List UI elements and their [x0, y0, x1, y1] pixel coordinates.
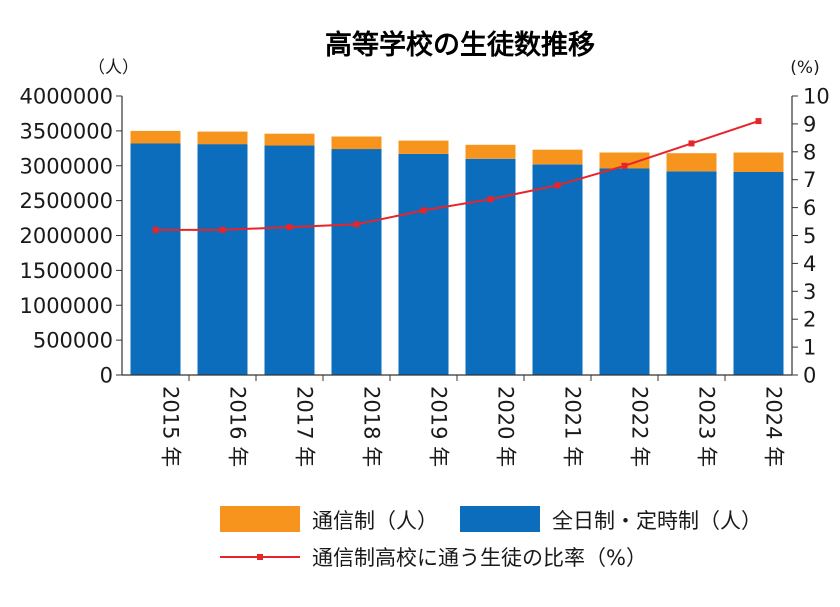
ratio-point-4	[353, 221, 360, 228]
ratio-line	[155, 120, 759, 231]
bar-zennichi-5	[398, 153, 449, 375]
y-right-tick-label: 2	[803, 308, 816, 332]
ratio-point-5	[420, 207, 427, 214]
bar-zennichi-7	[532, 164, 583, 375]
x-tick-label: 2020 年	[494, 386, 518, 467]
x-tick-label: 2018 年	[360, 386, 384, 467]
bar-tsushin-8	[599, 152, 650, 169]
bar-zennichi-4	[331, 149, 382, 375]
y-left-tick-label: 1000000	[19, 294, 113, 318]
ratio-line-group	[152, 118, 762, 233]
y-right-tick-label: 5	[803, 224, 816, 248]
bar-zennichi-1	[130, 143, 181, 375]
x-tick-label: 2024 年	[762, 386, 786, 467]
y-left-tick-label: 500000	[33, 329, 113, 353]
bar-tsushin-2	[197, 131, 248, 145]
x-tick-label: 2015 年	[159, 386, 183, 467]
legend-label-ratio: 通信制高校に通う生徒の比率（%）	[312, 546, 647, 570]
bar-tsushin-3	[264, 133, 315, 146]
axes-group: 0 500000 1000000 1500000 2000000 2500000 30000…	[19, 85, 829, 388]
bar-zennichi-3	[264, 145, 315, 375]
y-left-tick-label: 2500000	[19, 189, 113, 213]
y-right-tick-label: 4	[803, 252, 816, 276]
bar-zennichi-6	[465, 158, 516, 375]
y-left-tick-label: 3000000	[19, 154, 113, 178]
bars-group	[130, 130, 784, 375]
bar-tsushin-7	[532, 149, 583, 165]
y-left-tick-label: 1500000	[19, 259, 113, 283]
y-left-unit: （人）	[88, 58, 139, 78]
legend-swatch-zennichi	[460, 506, 540, 532]
legend: 通信制（人） 全日制・定時制（人） 通信制高校に通う生徒の比率（%）	[220, 506, 762, 570]
x-tick-label: 2021 年	[561, 386, 585, 467]
ratio-point-2	[219, 226, 226, 233]
ratio-point-10	[755, 118, 762, 125]
y-right-tick-label: 0	[803, 364, 816, 388]
bar-zennichi-10	[733, 172, 784, 375]
x-tick-label: 2023 年	[695, 386, 719, 467]
ratio-point-7	[554, 182, 561, 189]
bar-tsushin-1	[130, 130, 181, 144]
bar-tsushin-6	[465, 144, 516, 159]
bar-tsushin-9	[666, 153, 717, 172]
y-left-tick-label: 3500000	[19, 119, 113, 143]
legend-marker-ratio	[257, 554, 263, 560]
x-tick-label: 2017 年	[293, 386, 317, 467]
y-right-tick-label: 7	[803, 168, 816, 192]
y-right-unit: (%)	[790, 58, 819, 78]
ratio-point-1	[152, 226, 159, 233]
y-left-tick-label: 0	[100, 364, 113, 388]
ratio-point-6	[487, 196, 494, 203]
x-labels-group: 2015 年 2016 年 2017 年 2018 年 2019 年 2020 年 2021…	[159, 386, 786, 467]
y-right-tick-label: 10	[803, 85, 830, 109]
x-tick-label: 2022 年	[628, 386, 652, 467]
bar-tsushin-10	[733, 152, 784, 172]
bar-tsushin-4	[331, 136, 382, 150]
bar-zennichi-2	[197, 144, 248, 375]
ratio-point-8	[621, 162, 628, 169]
y-left-tick-label: 2000000	[19, 224, 113, 248]
legend-swatch-tsushin	[220, 506, 300, 532]
legend-label-zennichi: 全日制・定時制（人）	[552, 509, 762, 533]
y-right-tick-label: 3	[803, 280, 816, 304]
legend-label-tsushin: 通信制（人）	[312, 509, 438, 533]
chart-title: 高等学校の生徒数推移	[325, 29, 595, 61]
bar-zennichi-9	[666, 171, 717, 375]
y-right-tick-label: 9	[803, 112, 816, 136]
x-tick-label: 2019 年	[427, 386, 451, 467]
y-right-tick-label: 6	[803, 196, 816, 220]
bar-zennichi-8	[599, 168, 650, 375]
ratio-point-3	[286, 224, 293, 231]
y-right-tick-label: 8	[803, 140, 816, 164]
y-left-tick-label: 4000000	[19, 85, 113, 109]
y-right-tick-label: 1	[803, 336, 816, 360]
bar-tsushin-5	[398, 140, 449, 154]
ratio-point-9	[688, 140, 695, 147]
x-tick-label: 2016 年	[226, 386, 250, 467]
